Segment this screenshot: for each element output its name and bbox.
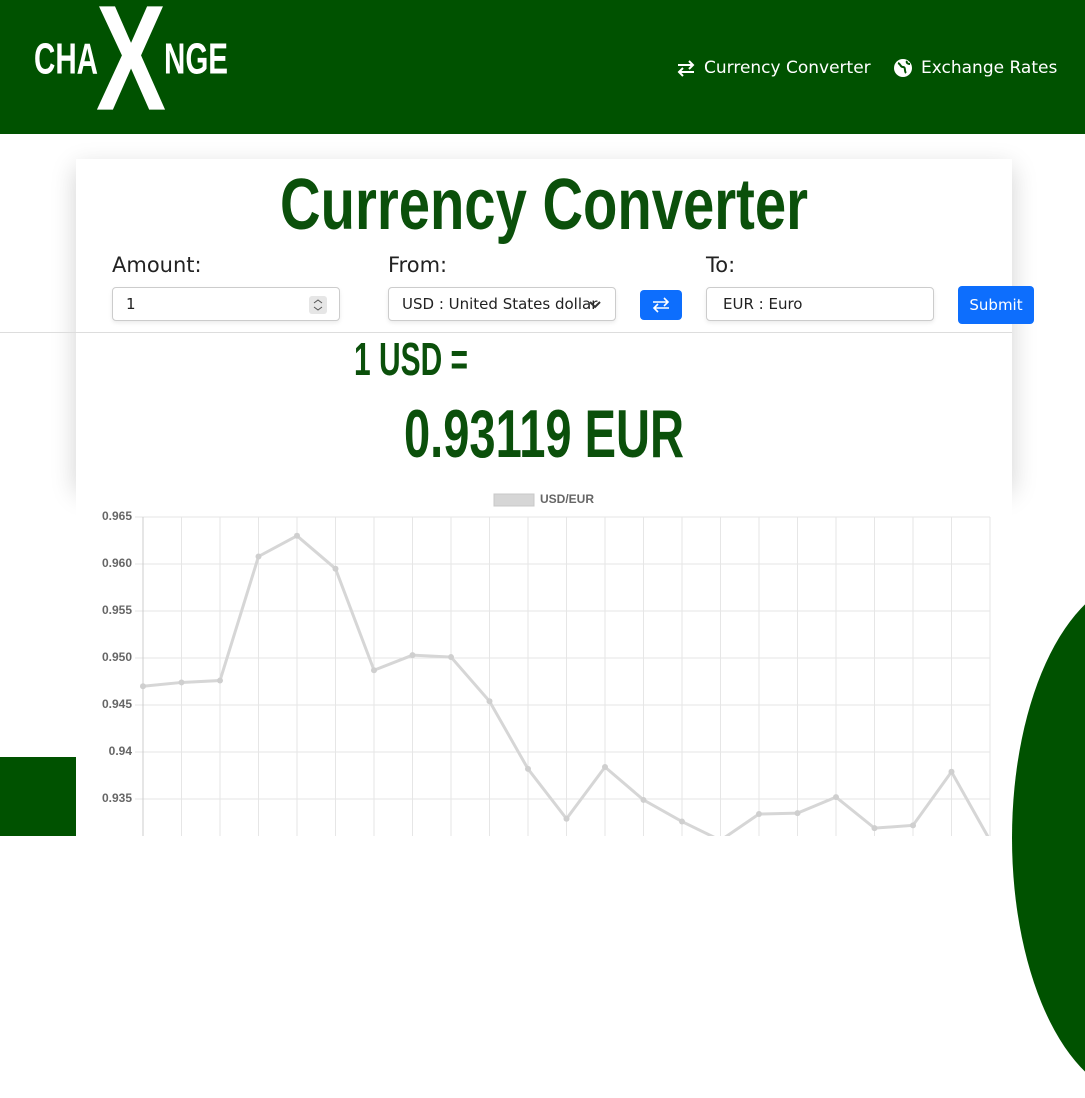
nav-text: Currency Converter	[704, 58, 871, 78]
legend-label: USD/EUR	[540, 492, 594, 506]
point	[679, 818, 685, 825]
point	[794, 810, 801, 817]
swap-icon	[677, 60, 695, 77]
logo-left: CHA	[34, 35, 98, 84]
converter-texts: Currency Converter 1 USD = 0.93119 EUR	[280, 165, 808, 472]
logo[interactable]: CHA X NGE	[30, 0, 240, 134]
point	[756, 811, 762, 818]
point	[294, 532, 300, 539]
globe-icon	[894, 59, 912, 77]
point	[833, 794, 839, 801]
converter-card	[76, 159, 1012, 485]
point	[448, 654, 454, 661]
submit-button[interactable]: Submit	[958, 286, 1034, 324]
spinner[interactable]	[309, 296, 327, 314]
y-tick-label: 0.960	[102, 556, 132, 570]
y-tick-label: 0.955	[102, 603, 132, 617]
y-tick-label: 0.935	[102, 791, 132, 805]
header: CHA X NGE Currency Converter Exchange Ra…	[0, 0, 1085, 134]
point	[948, 768, 955, 775]
decor-circle	[1012, 578, 1085, 1098]
point	[563, 815, 570, 822]
to-input[interactable]: EUR : Euro	[706, 287, 934, 321]
y-tick-label: 0.945	[102, 697, 132, 711]
nav-text: Exchange Rates	[921, 58, 1058, 78]
point	[140, 683, 146, 690]
point	[525, 765, 531, 772]
point	[332, 565, 339, 572]
logo-x: X	[96, 0, 166, 134]
amount-value: 1	[126, 295, 136, 313]
nav-link[interactable]: Exchange Rates	[893, 58, 1057, 78]
amount-input[interactable]: 1	[112, 287, 340, 321]
point	[255, 553, 262, 560]
swap-button[interactable]	[640, 290, 682, 320]
to-label: To:	[706, 253, 736, 277]
point	[178, 679, 185, 686]
y-tick-label: 0.94	[109, 744, 133, 758]
converter-title: Currency Converter	[280, 165, 808, 245]
to-value: EUR : Euro	[723, 295, 803, 313]
chevron	[589, 301, 601, 309]
divider	[0, 332, 1012, 333]
chart: 0.935 0.94 0.945 0.950 0.955 0.960 0.965 USD/EU…	[76, 485, 1012, 836]
result-prefix: 1 USD =	[354, 333, 468, 385]
swap-icon	[652, 297, 670, 313]
point	[871, 825, 878, 832]
point	[371, 667, 377, 674]
y-tick-label: 0.950	[102, 650, 132, 664]
point	[602, 764, 608, 771]
from-value: USD : United States dollar	[402, 295, 598, 313]
y-tick-label: 0.965	[102, 509, 132, 523]
from-select[interactable]: USD : United States dollar	[388, 287, 616, 321]
nav-link[interactable]: Currency Converter	[676, 58, 871, 78]
point	[217, 677, 223, 684]
legend-swatch	[493, 493, 535, 507]
logo-right: NGE	[164, 35, 228, 84]
point	[640, 796, 647, 803]
submit-text: Submit	[969, 296, 1023, 314]
result-value: 0.93119 EUR	[404, 396, 684, 472]
point	[486, 698, 493, 705]
from-label: From:	[388, 253, 448, 277]
point	[910, 822, 916, 829]
amount-label: Amount:	[112, 253, 202, 277]
point	[409, 652, 416, 659]
